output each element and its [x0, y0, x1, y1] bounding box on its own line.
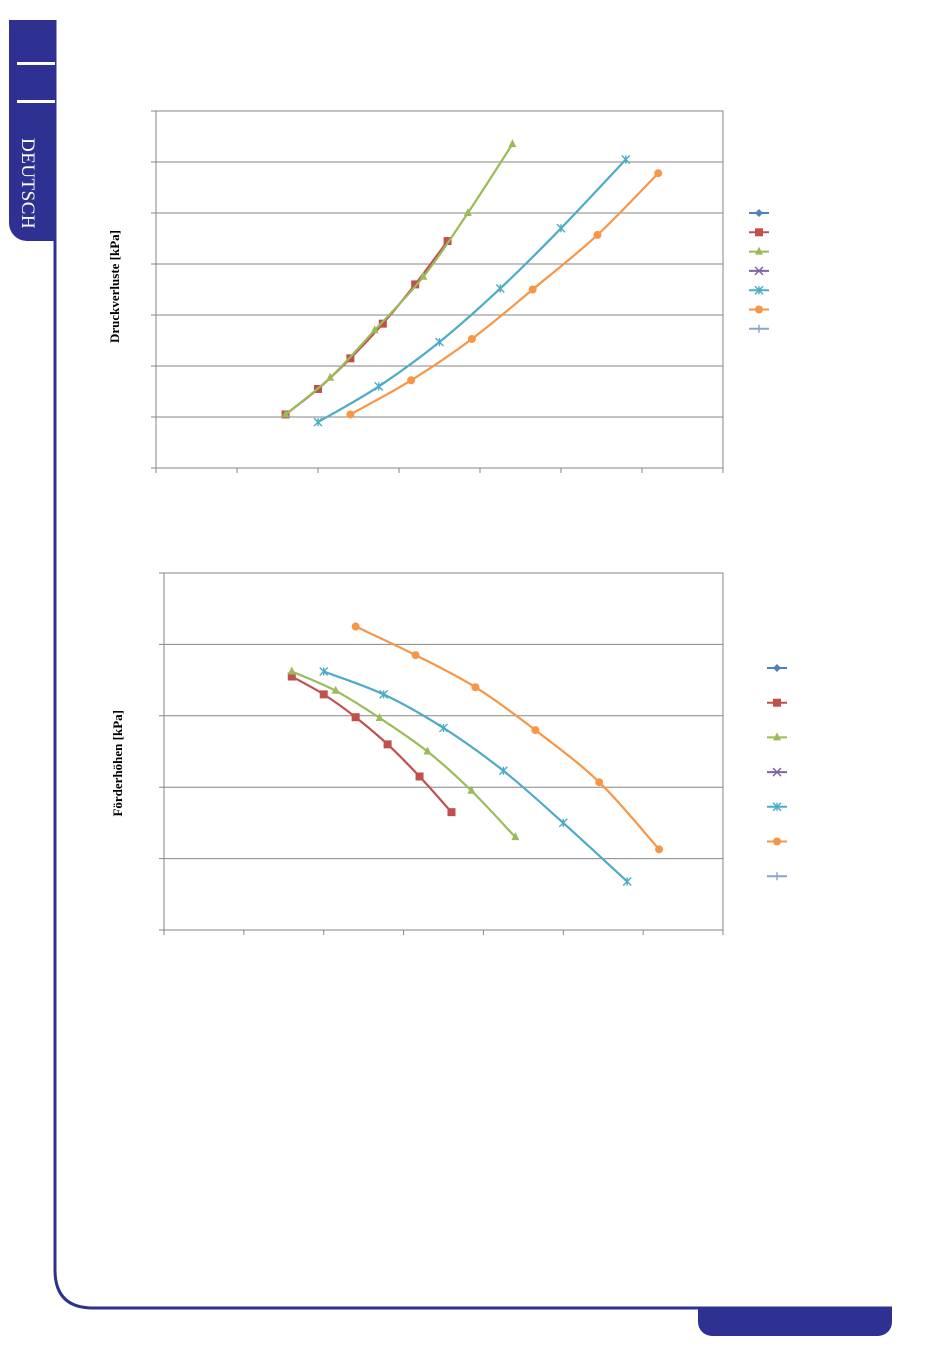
legend-marker — [772, 767, 782, 777]
data-point — [331, 685, 340, 694]
legend-marker — [773, 698, 781, 707]
series-line-5 — [323, 670, 628, 883]
data-point — [383, 740, 392, 749]
data-point — [511, 832, 520, 841]
data-point — [375, 712, 384, 721]
data-point — [498, 766, 508, 776]
data-point — [531, 726, 540, 735]
data-point — [447, 808, 456, 817]
series-line-3 — [291, 670, 517, 838]
data-point — [351, 713, 360, 722]
legend-marker — [772, 802, 782, 812]
language-label: DEUTSCH — [17, 138, 38, 230]
data-point — [556, 223, 566, 233]
data-point — [379, 689, 389, 699]
data-point — [435, 337, 444, 347]
legend-marker — [754, 266, 764, 276]
language-tab: DEUTSCH — [9, 20, 55, 241]
legend-marker — [755, 209, 763, 217]
legend-marker — [773, 664, 781, 672]
data-point — [622, 876, 632, 886]
page-border-line — [53, 20, 892, 1310]
data-point — [558, 818, 568, 828]
data-point — [346, 410, 355, 419]
plot-area — [155, 110, 724, 469]
series-line-6 — [349, 172, 659, 416]
page-number-tab — [698, 1308, 892, 1336]
data-point — [415, 772, 424, 781]
data-point — [443, 237, 452, 246]
series-line-2 — [291, 675, 453, 813]
data-point — [411, 280, 420, 289]
series-line-6 — [355, 625, 660, 851]
data-point — [439, 723, 448, 733]
data-point — [508, 139, 517, 148]
data-point — [467, 334, 476, 343]
data-point — [326, 372, 335, 381]
data-point — [654, 169, 663, 178]
data-point — [378, 319, 387, 328]
legend-marker — [754, 285, 764, 295]
data-point — [287, 672, 296, 681]
data-point — [319, 667, 329, 677]
data-point — [528, 285, 537, 294]
legend-marker — [755, 246, 763, 255]
data-point — [370, 325, 379, 334]
tab-divider — [17, 100, 55, 103]
data-point — [593, 230, 602, 239]
data-point — [287, 666, 296, 675]
data-point — [463, 208, 472, 216]
data-point — [655, 845, 664, 854]
data-point — [313, 417, 323, 427]
data-point — [621, 154, 631, 164]
legend-marker — [755, 324, 763, 333]
data-point — [407, 376, 416, 385]
legend-marker — [773, 732, 781, 741]
legend-marker — [773, 837, 781, 846]
data-point — [319, 690, 328, 699]
plot-area — [163, 572, 724, 931]
data-point — [595, 778, 604, 787]
data-point — [423, 746, 432, 755]
data-point — [351, 622, 360, 631]
legend-marker — [773, 872, 781, 881]
data-point — [495, 283, 505, 293]
data-point — [411, 651, 420, 660]
data-point — [374, 381, 384, 391]
data-point — [419, 271, 428, 280]
legend-marker — [755, 305, 763, 314]
legend-marker — [755, 228, 763, 237]
data-point — [281, 409, 290, 418]
tab-divider — [17, 62, 55, 65]
data-point — [471, 683, 480, 692]
data-point — [467, 785, 476, 794]
y-axis-label: Förderhöhen [kPa] — [110, 710, 125, 817]
